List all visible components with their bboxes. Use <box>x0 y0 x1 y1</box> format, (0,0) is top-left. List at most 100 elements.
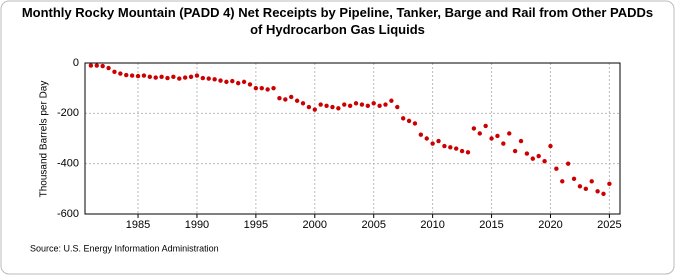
plot-frame <box>84 62 621 215</box>
point <box>542 158 547 164</box>
point <box>524 151 530 156</box>
point <box>300 101 306 106</box>
x-tick-label: 1985 <box>126 219 150 231</box>
point <box>418 132 424 137</box>
point <box>536 153 541 159</box>
point <box>507 131 512 136</box>
point <box>135 73 141 79</box>
chart-title: Monthly Rocky Mountain (PADD 4) Net Rece… <box>21 5 654 37</box>
point <box>436 138 441 144</box>
point <box>365 103 371 108</box>
point <box>495 133 500 139</box>
point <box>241 79 247 85</box>
source: Source: U.S. Energy Information Administ… <box>30 243 219 253</box>
x-tick-label: 1990 <box>185 219 209 231</box>
point <box>412 121 418 126</box>
point <box>607 181 612 186</box>
x-tick-label: 2025 <box>597 219 621 231</box>
point <box>306 104 312 110</box>
point <box>318 102 323 107</box>
point <box>153 75 158 80</box>
point <box>182 75 188 80</box>
point <box>589 179 594 184</box>
point <box>165 75 170 81</box>
point <box>294 98 300 103</box>
point <box>560 179 565 184</box>
point <box>430 141 435 146</box>
point <box>371 101 376 106</box>
point <box>595 189 600 194</box>
point <box>259 85 264 91</box>
point <box>171 74 176 80</box>
point <box>565 161 571 166</box>
point <box>347 103 353 108</box>
point <box>159 74 164 80</box>
point <box>206 76 211 81</box>
x-tick-label: 2010 <box>420 219 444 231</box>
point <box>583 186 589 192</box>
point <box>218 78 223 83</box>
x-tick-label: 1995 <box>244 219 268 231</box>
point <box>442 143 447 149</box>
point <box>377 103 382 108</box>
point <box>554 166 559 171</box>
point <box>94 63 99 68</box>
point <box>483 123 488 129</box>
point <box>477 131 482 136</box>
point <box>224 79 229 85</box>
point <box>283 97 288 102</box>
point <box>277 96 282 101</box>
point <box>359 102 365 107</box>
point <box>265 87 270 92</box>
point <box>336 106 341 111</box>
point <box>253 85 259 91</box>
point <box>106 65 111 71</box>
point <box>389 98 394 103</box>
point <box>548 143 553 149</box>
y-tick-label: -200 <box>57 107 79 119</box>
point <box>88 63 94 68</box>
point <box>424 136 429 141</box>
point <box>465 150 471 155</box>
point <box>501 141 506 146</box>
point <box>324 103 329 108</box>
point <box>188 74 194 80</box>
point <box>129 73 135 78</box>
point <box>235 80 241 86</box>
point <box>571 176 577 181</box>
point <box>395 104 400 110</box>
point <box>247 82 253 87</box>
point <box>577 184 583 189</box>
point <box>118 71 123 76</box>
point <box>330 104 335 110</box>
point <box>489 136 494 141</box>
point <box>124 72 129 78</box>
point <box>448 145 453 150</box>
point <box>177 76 182 81</box>
point <box>100 63 105 69</box>
point <box>147 74 153 80</box>
x-tick-label: 2020 <box>538 219 562 231</box>
point <box>141 73 147 78</box>
point <box>312 107 317 112</box>
point <box>400 116 406 121</box>
point <box>406 118 412 124</box>
point <box>230 78 235 84</box>
point <box>454 146 459 151</box>
point <box>601 191 606 197</box>
y-axis-label: Thousand Barrels per Day <box>39 81 50 198</box>
point <box>518 138 524 144</box>
point <box>342 102 347 107</box>
point <box>212 77 217 82</box>
point <box>200 75 206 81</box>
point <box>530 156 535 161</box>
x-tick-label: 2005 <box>361 219 385 231</box>
y-tick-label: -600 <box>57 208 79 220</box>
point <box>289 94 294 100</box>
point <box>471 126 477 131</box>
point <box>112 69 117 75</box>
point <box>353 101 359 106</box>
point <box>383 102 388 107</box>
